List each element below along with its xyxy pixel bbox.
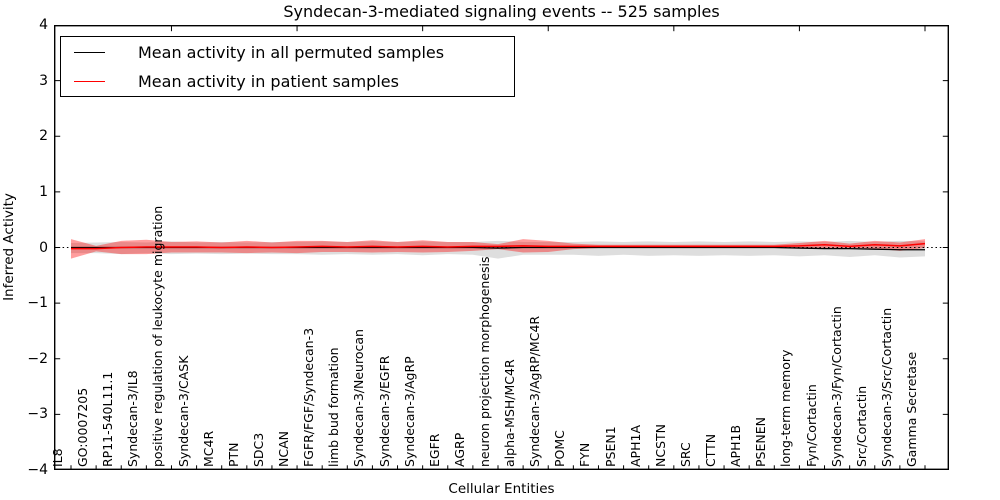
x-tick-label: SRC	[677, 442, 693, 467]
x-tick-label: Syndecan-3/Src/Cortactin	[878, 307, 894, 467]
x-tick-label: long-term memory	[778, 349, 794, 467]
legend-label-permuted: Mean activity in all permuted samples	[138, 42, 445, 62]
legend-item-permuted: Mean activity in all permuted samples	[61, 38, 514, 66]
y-tick-label: 2	[39, 128, 48, 145]
x-tick-label: IL8	[50, 448, 65, 467]
x-tick-label: PSENEN	[753, 417, 769, 467]
axes-spines	[54, 25, 949, 470]
x-tick-label: FYN	[577, 442, 593, 467]
x-tick-label: POMC	[552, 430, 568, 467]
x-tick-label: PTN	[225, 442, 241, 467]
x-tick-label: CTTN	[703, 433, 719, 467]
y-tick-label: −2	[27, 350, 48, 367]
patient-mean-line	[71, 242, 926, 250]
x-axis-label: Cellular Entities	[448, 481, 555, 497]
x-tick-label: RP11-540L11.1	[100, 371, 116, 467]
x-tick-label: neuron projection morphogenesis	[477, 256, 492, 467]
x-tick-label: Syndecan-3/IL8	[125, 370, 141, 467]
legend-label-patient: Mean activity in patient samples	[138, 71, 399, 91]
y-tick-label: −3	[27, 406, 48, 423]
x-tick-label: SDC3	[250, 432, 266, 467]
permuted-line-sample	[74, 51, 105, 53]
x-tick-label: FGFR/FGF/Syndecan-3	[301, 327, 317, 467]
y-tick-label: 0	[39, 239, 48, 256]
x-tick-label: Syndecan-3/AgRP/MC4R	[527, 315, 543, 467]
y-tick-label: −1	[27, 295, 48, 312]
x-tick-label: Syndecan-3/AgRP	[401, 356, 417, 467]
plot-canvas	[54, 25, 949, 470]
plot-area: IL8 GO:0007205 RP11-540L11.1 Syndecan-3/IL8…	[50, 25, 949, 470]
x-tick-label: PSEN1	[602, 426, 618, 467]
patient-std-band	[71, 239, 925, 259]
y-tick-label: 4	[39, 17, 48, 33]
x-tick-label: Src/Cortactin	[853, 385, 869, 467]
chart-title: Syndecan-3-mediated signaling events -- …	[283, 2, 720, 21]
legend-item-patient: Mean activity in patient samples	[61, 67, 514, 95]
x-tick-label: NCAN	[276, 431, 292, 467]
legend-box: Mean activity in all permuted samples Me…	[60, 36, 515, 97]
x-tick-label: Syndecan-3/Fyn/Cortactin	[828, 306, 844, 467]
x-tick-label: positive regulation of leukocyte migrati…	[150, 205, 166, 467]
x-tick-label: Syndecan-3/Neurocan	[351, 329, 367, 467]
x-tick-label: alpha-MSH/MC4R	[502, 359, 518, 467]
x-tick-label: MC4R	[200, 430, 216, 467]
x-tick-label: Syndecan-3/CASK	[175, 355, 191, 467]
x-tick-label: EGFR	[426, 433, 442, 467]
x-tick-label: Gamma Secretase	[904, 351, 919, 467]
patient-line-sample	[74, 80, 105, 82]
x-tick-label: APH1B	[728, 424, 744, 467]
x-tick-label: AGRP	[451, 432, 467, 467]
x-tick-label: Syndecan-3/EGFR	[376, 355, 392, 467]
x-tick-label: Fyn/Cortactin	[803, 384, 819, 467]
x-tick-label: GO:0007205	[75, 387, 91, 467]
y-tick-label: 3	[39, 72, 48, 89]
x-tick-label: limb bud formation	[326, 347, 342, 467]
x-tick-label: APH1A	[627, 425, 643, 467]
y-tick-label: 1	[39, 183, 48, 200]
permuted-std-band	[71, 240, 925, 259]
y-tick-label: −4	[27, 462, 48, 478]
x-tick-label: NCSTN	[652, 424, 668, 467]
